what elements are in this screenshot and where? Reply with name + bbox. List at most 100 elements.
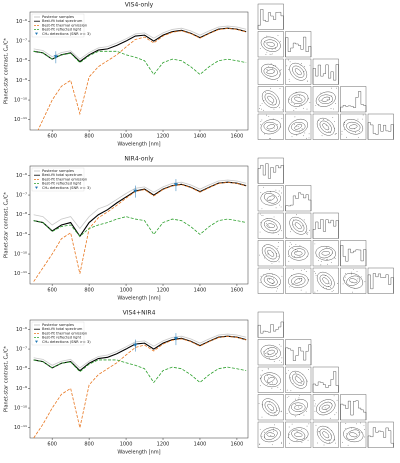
corner-cell [312, 113, 339, 140]
corner-point [308, 369, 309, 370]
corner-cell [257, 58, 284, 85]
corner-point [281, 230, 282, 232]
corner-point [281, 357, 283, 359]
corner-point [351, 427, 352, 429]
corner-cell [285, 185, 312, 212]
corner-point [299, 95, 300, 97]
corner-contour [288, 118, 308, 135]
corner-point [345, 272, 346, 274]
legend-label: Posterior samples [42, 169, 74, 173]
x-tick-label: 1200 [157, 134, 170, 140]
corner-point [332, 117, 334, 118]
corner-point [271, 387, 273, 389]
corner-contour [260, 372, 281, 388]
corner-point [360, 422, 361, 424]
corner-point [351, 281, 353, 283]
corner-point [316, 442, 318, 444]
corner-point [278, 283, 280, 285]
corner-point [355, 423, 357, 425]
corner-point [328, 439, 330, 440]
corner-point [274, 412, 276, 413]
corner-point [269, 191, 271, 193]
corner-point [308, 98, 310, 100]
corner-cell [285, 267, 312, 294]
corner-point [315, 424, 317, 426]
corner-point [334, 121, 335, 122]
corner-point [262, 404, 263, 406]
corner-histogram [340, 91, 367, 112]
x-tick-label: 800 [84, 442, 94, 448]
corner-point [269, 401, 270, 403]
corner-point [281, 410, 282, 412]
corner-point [329, 97, 330, 98]
corner-point [274, 47, 276, 48]
corner-point [343, 121, 345, 123]
corner-point [259, 108, 260, 110]
corner-point [263, 274, 265, 276]
corner-point [268, 368, 269, 370]
corner-contour [291, 94, 306, 104]
corner-point [364, 436, 366, 438]
corner-point [342, 441, 343, 443]
y-tick-label: 10⁻⁷ [16, 347, 27, 353]
corner-point [289, 245, 290, 247]
corner-point [301, 280, 302, 282]
corner-point [279, 204, 280, 206]
corner-point [270, 435, 272, 437]
corner-point [270, 53, 272, 55]
legend-label: Posterior samples [42, 323, 74, 327]
corner-contour [260, 344, 281, 360]
y-tick-label: 10⁻¹¹ [14, 271, 27, 277]
corner-point [267, 253, 269, 255]
corner-point [273, 127, 275, 129]
y-tick-label: 10⁻⁸ [16, 58, 27, 64]
legend-label: Best-fit total spectrum [42, 19, 83, 23]
corner-contour [266, 124, 275, 130]
corner-contour [261, 398, 280, 417]
corner-point [273, 278, 274, 280]
corner-point [299, 256, 301, 257]
corner-point [290, 102, 292, 104]
legend-marker [35, 340, 38, 343]
corner-point [303, 71, 305, 72]
corner-contour [288, 399, 308, 416]
corner-point [288, 395, 290, 397]
x-axis-label: Wavelength [nm] [117, 450, 160, 456]
corner-point [355, 132, 356, 134]
corner-point [292, 383, 294, 384]
corner-contour [322, 123, 330, 131]
corner-cell [340, 267, 367, 294]
corner-point [267, 384, 268, 385]
corner-point [320, 92, 322, 94]
corner-point [278, 234, 279, 235]
corner-point [362, 118, 363, 120]
corner-contour [263, 429, 278, 440]
corner-point [263, 186, 265, 188]
corner-point [261, 416, 263, 418]
corner-cell [312, 240, 339, 267]
corner-contour [260, 191, 281, 206]
series-line [33, 359, 247, 384]
corner-point [298, 397, 300, 399]
corner-point [270, 409, 272, 411]
corner-point [263, 100, 265, 102]
corner-cell [257, 31, 284, 58]
corner-point [316, 255, 318, 257]
corner-point [278, 74, 280, 76]
corner-point [264, 436, 266, 438]
detection-marker [53, 55, 58, 59]
corner-point [276, 248, 278, 249]
corner-point [277, 410, 278, 411]
corner-cell [367, 421, 394, 448]
corner-point [351, 271, 353, 273]
corner-point [269, 199, 271, 200]
corner-point [287, 436, 289, 438]
corner-point [266, 35, 268, 37]
corner-point [270, 63, 272, 65]
corner-contour [322, 277, 330, 285]
corner-contour [349, 278, 358, 284]
corner-point [301, 442, 303, 443]
corner-point [261, 436, 263, 438]
y-tick-label: 10⁻⁸ [16, 366, 27, 372]
